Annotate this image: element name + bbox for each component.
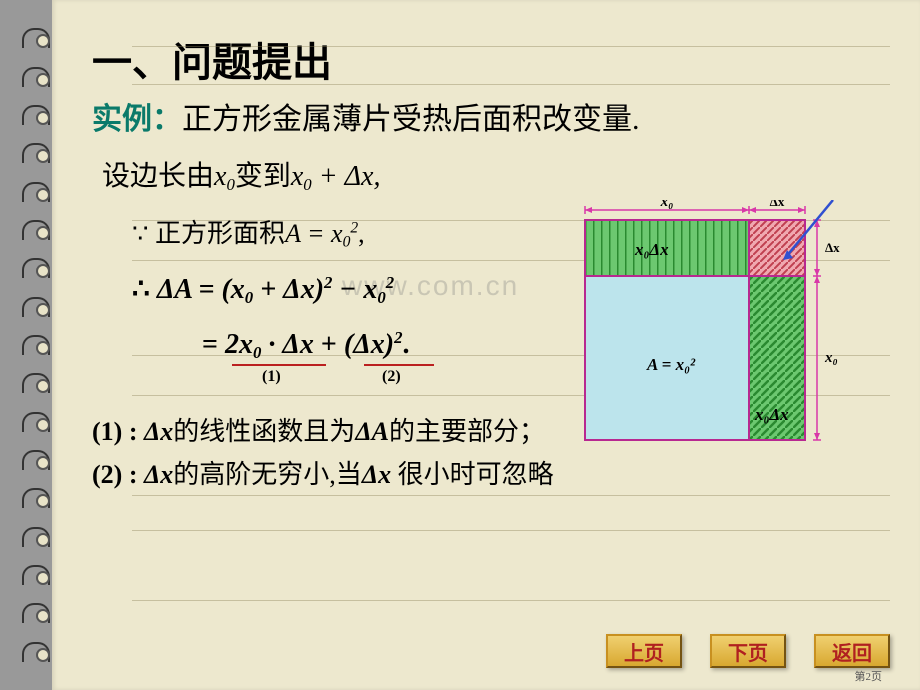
example-text: 正方形金属薄片受热后面积改变量. — [182, 103, 640, 136]
underline-2 — [364, 364, 434, 366]
underline-1 — [232, 364, 326, 366]
svg-text:x₀: x₀ — [660, 200, 674, 210]
page-content: 一、问题提出 实例：正方形金属薄片受热后面积改变量. www.com.cn 设边… — [52, 0, 920, 690]
prev-button[interactable]: 上页 — [606, 634, 682, 668]
math-line-1: 设边长由x0变到x0 + Δx, — [102, 154, 890, 195]
label-1: (1) — [262, 368, 281, 386]
back-button[interactable]: 返回 — [814, 634, 890, 668]
svg-text:x₀Δx: x₀Δx — [634, 240, 669, 259]
example-label: 实例 — [92, 103, 152, 136]
svg-text:A = x₀²: A = x₀² — [646, 355, 696, 374]
svg-text:Δx: Δx — [825, 240, 840, 255]
label-2: (2) — [382, 368, 401, 386]
spiral-binding — [18, 0, 52, 690]
nav-buttons: 上页 下页 返回 — [606, 634, 890, 668]
section-title: 一、问题提出 — [92, 30, 890, 88]
next-button[interactable]: 下页 — [710, 634, 786, 668]
example-line: 实例：正方形金属薄片受热后面积改变量. — [92, 94, 890, 138]
svg-text:x₀Δx: x₀Δx — [754, 405, 789, 424]
svg-text:Δx: Δx — [770, 200, 785, 209]
page-number: 第2页 — [855, 668, 883, 684]
square-diagram: x₀ Δx Δx x₀ A = x₀² x₀Δx x₀Δx — [565, 200, 870, 460]
svg-text:x₀: x₀ — [824, 350, 838, 366]
